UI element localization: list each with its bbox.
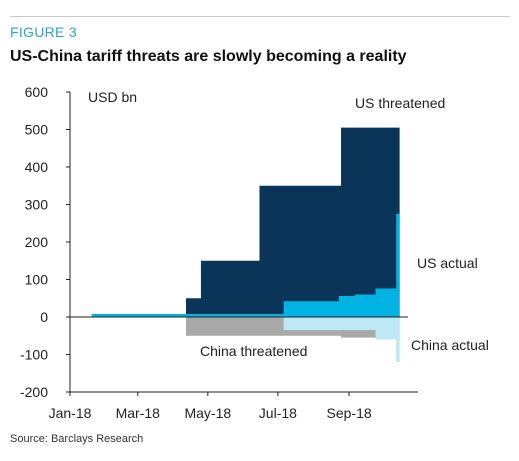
y-tick-label: 100 [25,272,49,288]
y-tick-label: -100 [20,347,48,363]
chart-title: US-China tariff threats are slowly becom… [10,48,407,65]
x-tick-label: Mar-18 [116,405,161,421]
unit-label: USD bn [88,89,137,105]
x-tick-label: May-18 [184,405,231,421]
annotation-china-threatened: China threatened [200,343,307,359]
annotation-us-actual: US actual [417,255,478,271]
y-tick-label: 400 [25,159,49,175]
y-tick-label: 0 [40,309,48,325]
x-tick-label: Sep-18 [327,405,372,421]
area-us-threatened [91,127,400,317]
y-tick-label: 300 [25,197,49,213]
y-tick-label: -200 [20,384,48,400]
figure-label: FIGURE 3 [10,24,77,40]
y-tick-label: 200 [25,234,49,250]
annotation-us-threatened: US threatened [355,95,445,111]
y-tick-label: 500 [25,122,49,138]
x-tick-label: Jan-18 [49,405,92,421]
top-divider [10,16,510,17]
annotation-china-actual: China actual [411,337,489,353]
area-china-actual [283,317,400,362]
area-us-actual [91,213,400,317]
chart-labels: USD bn US threatened US actual China threat… [88,89,489,359]
y-tick-label: 600 [25,84,49,100]
source-note: Source: Barclays Research [10,433,144,445]
x-tick-label: Jul-18 [259,405,297,421]
series-areas [91,127,400,362]
